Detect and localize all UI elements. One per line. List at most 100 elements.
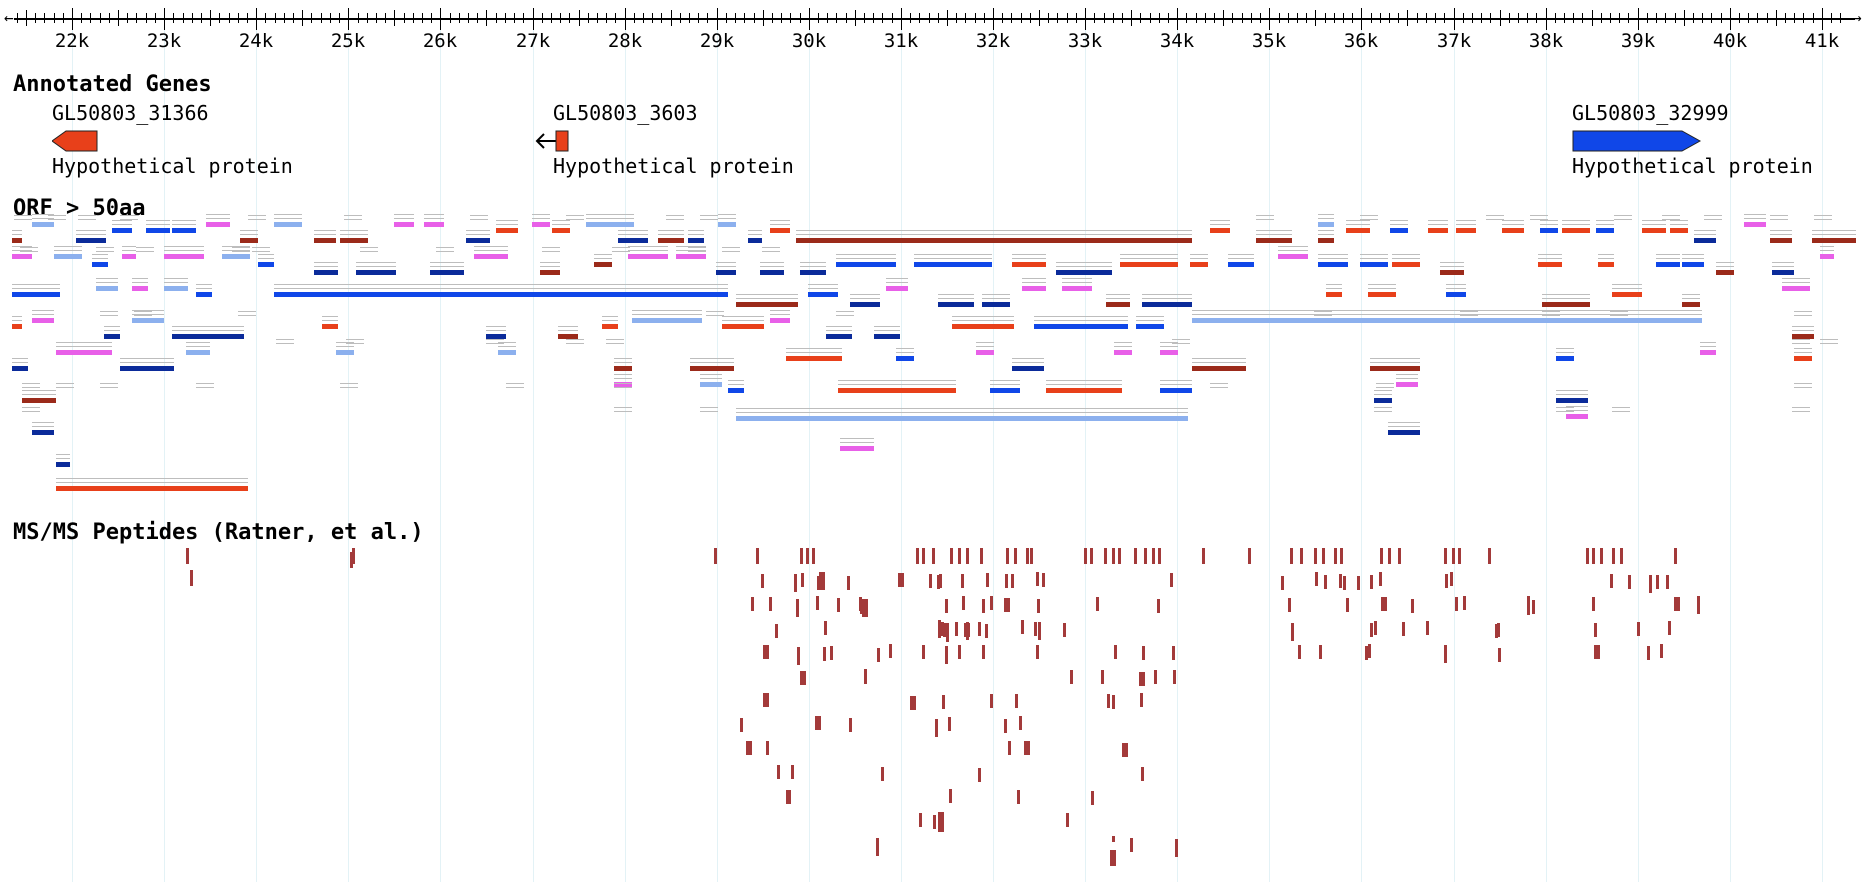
orf-feature[interactable] [1190,262,1208,267]
orf-feature[interactable] [186,350,210,355]
peptide-hit[interactable] [1340,548,1343,564]
peptide-hit[interactable] [1370,623,1373,637]
orf-feature[interactable] [206,222,230,227]
orf-feature[interactable] [474,254,508,259]
orf-feature[interactable] [1228,262,1254,267]
peptide-hit[interactable] [1402,622,1405,636]
peptide-hit[interactable] [1339,574,1342,588]
orf-feature[interactable] [540,270,560,275]
peptide-hit[interactable] [746,741,749,755]
orf-feature[interactable] [1374,398,1392,403]
peptide-hit[interactable] [1036,645,1039,659]
peptide-hit[interactable] [986,573,989,587]
peptide-hit[interactable] [794,574,797,592]
orf-feature[interactable] [336,350,354,355]
peptide-hit[interactable] [1592,597,1595,611]
peptide-hit[interactable] [1488,548,1491,564]
peptide-hit[interactable] [1322,548,1325,564]
peptide-hit[interactable] [749,741,752,755]
peptide-hit[interactable] [796,599,799,617]
orf-feature[interactable] [120,366,174,371]
orf-feature[interactable] [658,238,684,243]
orf-feature[interactable] [800,270,826,275]
orf-feature[interactable] [12,254,32,259]
peptide-hit[interactable] [938,620,941,638]
peptide-hit[interactable] [916,548,919,564]
peptide-hit[interactable] [1112,836,1115,842]
orf-feature[interactable] [486,334,506,339]
peptide-hit[interactable] [1610,574,1613,588]
peptide-hit[interactable] [1118,548,1121,564]
peptide-hit[interactable] [1024,741,1030,755]
peptide-hit[interactable] [777,765,780,779]
peptide-hit[interactable] [849,718,852,732]
orf-feature[interactable] [748,238,762,243]
orf-feature[interactable] [274,292,728,297]
orf-feature[interactable] [990,388,1020,393]
peptide-hit[interactable] [1139,672,1145,686]
gene-glyph[interactable] [1572,130,1702,152]
peptide-hit[interactable] [1666,575,1669,589]
peptide-hit[interactable] [1357,576,1360,590]
orf-feature[interactable] [896,356,914,361]
orf-feature[interactable] [938,302,974,307]
peptide-hit[interactable] [1380,548,1383,564]
peptide-hit[interactable] [950,548,953,564]
orf-feature[interactable] [1046,388,1122,393]
orf-feature[interactable] [722,324,764,329]
peptide-hit[interactable] [1527,596,1530,610]
orf-feature[interactable] [886,286,908,291]
peptide-hit[interactable] [1019,716,1022,730]
peptide-hit[interactable] [932,548,935,564]
orf-feature[interactable] [982,302,1010,307]
peptide-hit[interactable] [769,597,772,611]
orf-feature[interactable] [836,262,896,267]
peptide-hit[interactable] [946,624,949,642]
peptide-hit[interactable] [1444,645,1447,663]
orf-feature[interactable] [1670,228,1688,233]
orf-feature[interactable] [594,262,612,267]
peptide-hit[interactable] [862,599,868,617]
orf-feature[interactable] [1642,228,1666,233]
peptide-hit[interactable] [1324,575,1327,589]
orf-feature[interactable] [1012,366,1044,371]
orf-feature[interactable] [32,222,54,227]
peptide-hit[interactable] [1674,548,1677,564]
peptide-hit[interactable] [1463,596,1466,610]
peptide-hit[interactable] [935,719,938,737]
peptide-hit[interactable] [786,790,789,804]
peptide-hit[interactable] [812,548,815,564]
orf-feature[interactable] [92,262,108,267]
orf-feature[interactable] [12,324,22,329]
peptide-hit[interactable] [990,596,993,610]
orf-feature[interactable] [1782,286,1810,291]
peptide-hit[interactable] [1450,572,1453,586]
orf-feature[interactable] [258,262,274,267]
peptide-hit[interactable] [966,548,969,564]
orf-feature[interactable] [112,228,132,233]
peptide-hit[interactable] [929,574,932,588]
peptide-hit[interactable] [889,644,892,658]
peptide-hit[interactable] [1096,597,1099,611]
orf-feature[interactable] [1682,262,1704,267]
peptide-hit[interactable] [1015,694,1018,708]
orf-feature[interactable] [1694,238,1716,243]
peptide-hit[interactable] [955,622,958,636]
orf-feature[interactable] [132,318,164,323]
peptide-hit[interactable] [1038,622,1041,640]
peptide-hit[interactable] [837,598,840,612]
peptide-hit[interactable] [1037,599,1040,613]
peptide-hit[interactable] [763,693,769,707]
peptide-hit[interactable] [1091,791,1094,805]
peptide-hit[interactable] [961,574,964,588]
orf-feature[interactable] [1598,262,1614,267]
orf-feature[interactable] [558,334,578,339]
peptide-hit[interactable] [881,767,884,781]
orf-feature[interactable] [1502,228,1524,233]
orf-feature[interactable] [1278,254,1308,259]
peptide-hit[interactable] [1370,575,1373,589]
peptide-hit[interactable] [864,670,867,684]
orf-feature[interactable] [1456,228,1476,233]
orf-feature[interactable] [736,302,798,307]
orf-feature[interactable] [1566,414,1588,419]
